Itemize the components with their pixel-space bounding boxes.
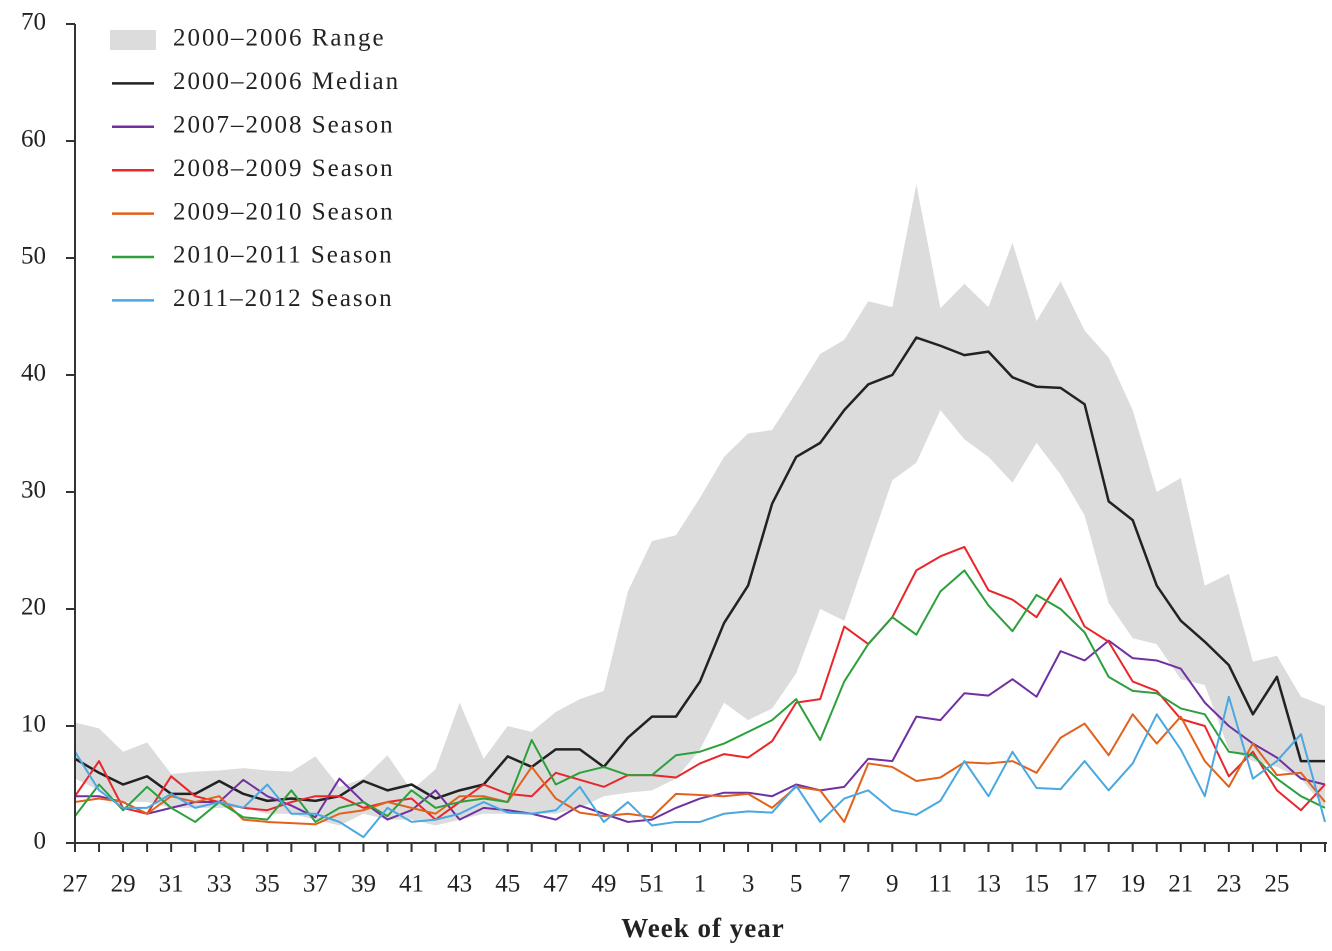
legend-label: 2000–2006 Range bbox=[173, 25, 386, 52]
y-tick-label: 0 bbox=[34, 828, 47, 855]
y-tick-label: 20 bbox=[21, 594, 46, 621]
legend-swatch bbox=[110, 30, 156, 50]
x-tick-label: 5 bbox=[790, 871, 803, 898]
x-tick-label: 9 bbox=[886, 871, 899, 898]
plot-area bbox=[74, 184, 1326, 839]
x-tick-label: 17 bbox=[1072, 871, 1097, 898]
x-tick-label: 35 bbox=[255, 871, 280, 898]
legend-label: 2010–2011 Season bbox=[173, 242, 394, 269]
y-tick-label: 50 bbox=[21, 243, 46, 270]
legend-label: 2009–2010 Season bbox=[173, 198, 395, 225]
x-tick-label: 37 bbox=[303, 871, 328, 898]
range-band bbox=[75, 184, 1325, 826]
x-tick-label: 13 bbox=[976, 871, 1001, 898]
x-tick-label: 25 bbox=[1264, 871, 1289, 898]
legend-label: 2000–2006 Median bbox=[173, 68, 400, 95]
y-tick-label: 70 bbox=[21, 9, 46, 36]
x-tick-label: 43 bbox=[447, 871, 472, 898]
y-tick-label: 10 bbox=[21, 711, 46, 738]
series-line bbox=[74, 695, 1326, 839]
x-tick-label: 27 bbox=[63, 871, 88, 898]
series-line bbox=[74, 713, 1326, 826]
x-tick-label: 45 bbox=[495, 871, 520, 898]
x-tick-label: 51 bbox=[639, 871, 664, 898]
x-tick-label: 41 bbox=[399, 871, 424, 898]
x-axis-title: Week of year bbox=[621, 913, 784, 943]
legend-label: 2011–2012 Season bbox=[173, 285, 394, 312]
x-tick-label: 29 bbox=[111, 871, 136, 898]
x-tick-label: 47 bbox=[543, 871, 568, 898]
x-tick-label: 3 bbox=[742, 871, 755, 898]
x-tick-label: 23 bbox=[1216, 871, 1241, 898]
x-tick-label: 31 bbox=[159, 871, 184, 898]
x-tick-label: 33 bbox=[207, 871, 232, 898]
x-tick-label: 19 bbox=[1120, 871, 1145, 898]
series-line bbox=[74, 569, 1326, 823]
legend-label: 2007–2008 Season bbox=[173, 112, 395, 139]
x-tick-label: 15 bbox=[1024, 871, 1049, 898]
x-tick-label: 11 bbox=[928, 871, 952, 898]
y-tick-label: 60 bbox=[21, 126, 46, 153]
x-tick-label: 1 bbox=[694, 871, 707, 898]
legend-label: 2008–2009 Season bbox=[173, 155, 395, 182]
x-tick-label: 21 bbox=[1168, 871, 1193, 898]
y-tick-label: 40 bbox=[21, 360, 46, 387]
x-tick-label: 49 bbox=[591, 871, 616, 898]
x-tick-label: 39 bbox=[351, 871, 376, 898]
y-tick-label: 30 bbox=[21, 477, 46, 504]
x-tick-label: 7 bbox=[838, 871, 851, 898]
